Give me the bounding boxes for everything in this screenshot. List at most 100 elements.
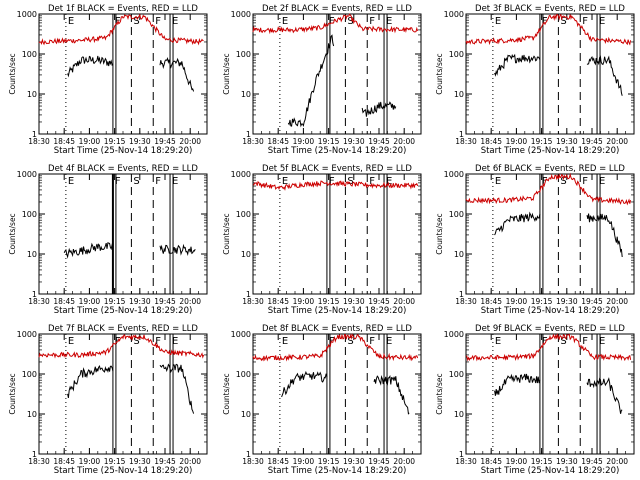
series-events-line (494, 53, 623, 96)
y-axis-label: Counts/sec (435, 213, 444, 254)
axes-frame (465, 173, 635, 295)
time-marker-label: S (347, 16, 353, 27)
x-tick-label: 18:30 (242, 457, 264, 466)
x-tick-label: 20:00 (179, 457, 201, 466)
panel-det-9: Det 9f BLACK = Events, RED = LLD 1 10 100 10… (435, 324, 635, 476)
time-marker-label: F (582, 336, 588, 347)
panel-title: Det 9f BLACK = Events, RED = LLD (475, 324, 625, 334)
x-tick-label: 19:30 (343, 137, 365, 146)
time-marker-label: F (329, 16, 335, 27)
y-tick-label: 10 (241, 250, 251, 259)
time-marker-label: E (495, 176, 501, 187)
y-tick-label: 10 (27, 250, 37, 259)
axes-frame (465, 13, 635, 135)
time-marker-label: S (133, 176, 139, 187)
x-tick-label: 20:00 (606, 457, 628, 466)
x-tick-label: 18:30 (28, 137, 50, 146)
y-axis-label: Counts/sec (222, 373, 231, 414)
series-lld-line (38, 13, 204, 46)
time-marker-label: E (386, 176, 392, 187)
time-marker-label: F (582, 16, 588, 27)
y-tick-label: 1 (459, 130, 464, 139)
x-axis-label: Start Time (25-Nov-14 18:29:20) (481, 306, 620, 316)
x-tick-label: 18:45 (480, 137, 502, 146)
y-tick-label: 1000 (444, 170, 464, 179)
y-tick-label: 10 (27, 410, 37, 419)
y-tick-label: 1000 (231, 170, 251, 179)
x-axis-label: Start Time (25-Nov-14 18:29:20) (54, 466, 193, 476)
x-tick-label: 18:45 (53, 297, 75, 306)
y-tick-label: 1 (459, 290, 464, 299)
series-events-line (494, 373, 623, 414)
y-tick-label: 10 (241, 90, 251, 99)
panel-det-5: Det 5f BLACK = Events, RED = LLD 1 10 100 10… (222, 164, 422, 316)
time-marker-label: F (155, 336, 161, 347)
series-events-line (281, 370, 410, 415)
y-tick-label: 1000 (17, 10, 37, 19)
y-tick-label: 1000 (231, 330, 251, 339)
x-tick-label: 18:45 (480, 297, 502, 306)
time-marker-label: F (582, 176, 588, 187)
panel-title: Det 4f BLACK = Events, RED = LLD (48, 164, 198, 174)
series-events-line (287, 34, 397, 128)
x-tick-label: 19:15 (318, 137, 340, 146)
panel-title: Det 7f BLACK = Events, RED = LLD (48, 324, 198, 334)
time-marker-label: S (347, 176, 353, 187)
time-marker-label: E (172, 176, 178, 187)
time-marker-label: S (347, 336, 353, 347)
time-marker-label: E (68, 176, 74, 187)
panel-title: Det 8f BLACK = Events, RED = LLD (262, 324, 412, 334)
time-marker-label: E (282, 336, 288, 347)
x-tick-label: 19:45 (154, 457, 176, 466)
x-tick-label: 18:30 (28, 457, 50, 466)
x-tick-label: 19:30 (556, 137, 578, 146)
series-lld-line (253, 180, 419, 191)
time-marker-label: S (560, 16, 566, 27)
time-marker-label: E (282, 16, 288, 27)
x-tick-label: 20:00 (179, 137, 201, 146)
y-tick-label: 1 (459, 450, 464, 459)
time-marker-label: S (560, 176, 566, 187)
panel-title: Det 5f BLACK = Events, RED = LLD (262, 164, 412, 174)
y-tick-label: 1000 (17, 330, 37, 339)
x-tick-label: 19:00 (506, 137, 528, 146)
y-tick-label: 10 (241, 410, 251, 419)
time-marker-label: E (599, 336, 605, 347)
x-tick-label: 19:15 (318, 457, 340, 466)
time-marker-label: E (172, 16, 178, 27)
y-tick-label: 10 (454, 250, 464, 259)
x-tick-label: 19:45 (368, 297, 390, 306)
time-marker-label: F (115, 176, 121, 187)
panel-det-3: Det 3f BLACK = Events, RED = LLD 1 10 100 10… (435, 4, 635, 156)
x-axis-label: Start Time (25-Nov-14 18:29:20) (54, 146, 193, 156)
axes-frame (38, 13, 208, 135)
x-tick-label: 18:30 (455, 297, 477, 306)
y-tick-label: 100 (22, 50, 37, 59)
y-tick-label: 1000 (17, 170, 37, 179)
time-marker-label: F (542, 16, 548, 27)
y-tick-label: 1 (32, 290, 37, 299)
y-tick-label: 100 (449, 210, 464, 219)
x-tick-label: 19:00 (79, 137, 101, 146)
panel-title: Det 6f BLACK = Events, RED = LLD (475, 164, 625, 174)
panel-title: Det 2f BLACK = Events, RED = LLD (262, 4, 412, 14)
x-tick-label: 19:45 (154, 297, 176, 306)
axes-frame (38, 173, 208, 295)
y-tick-label: 1 (246, 290, 251, 299)
y-tick-label: 10 (454, 90, 464, 99)
x-tick-label: 19:45 (154, 137, 176, 146)
time-marker-label: F (155, 176, 161, 187)
x-tick-label: 19:45 (368, 457, 390, 466)
x-axis-label: Start Time (25-Nov-14 18:29:20) (481, 146, 620, 156)
y-axis-label: Counts/sec (435, 373, 444, 414)
time-marker-label: E (495, 16, 501, 27)
y-tick-label: 1000 (231, 10, 251, 19)
time-marker-label: E (495, 336, 501, 347)
y-tick-label: 1 (32, 130, 37, 139)
x-tick-label: 19:00 (293, 297, 315, 306)
series-lld-line (252, 13, 419, 35)
x-tick-label: 19:30 (343, 297, 365, 306)
axes-frame (252, 333, 422, 455)
y-tick-label: 10 (454, 410, 464, 419)
time-marker-label: E (599, 16, 605, 27)
